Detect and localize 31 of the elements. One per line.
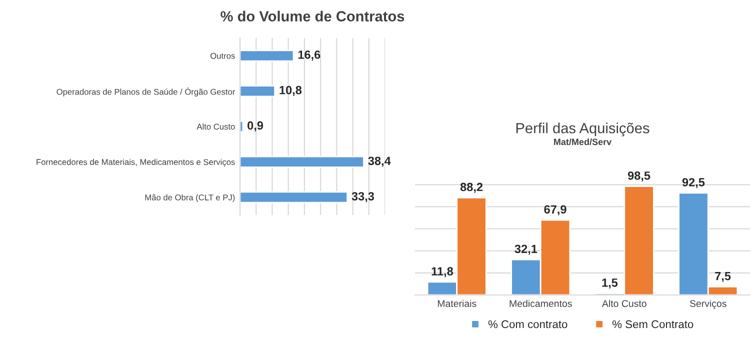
y-tick-label: Alto Custo — [196, 123, 235, 130]
x-tick-label: Alto Custo — [602, 300, 646, 307]
chart-title: Perfil das Aquisições — [516, 122, 650, 136]
data-label: 88,2 — [460, 182, 483, 193]
x-tick-label: Serviços — [690, 300, 726, 309]
y-tick-label: Operadoras de Planos de Saúde / Órgão Gestor — [56, 87, 236, 96]
data-label: 92,5 — [682, 178, 705, 188]
data-label: 16,6 — [298, 50, 320, 61]
bar — [240, 191, 348, 204]
y-tick-label: Mão de Obra (CLT e PJ) — [145, 194, 235, 202]
data-label: 7,5 — [715, 272, 731, 282]
y-tick-label: Fornecedores de Materiais, Medicamentos e Serviços — [36, 158, 235, 167]
bar — [240, 156, 364, 168]
x-tick-label: Materiais — [438, 300, 476, 307]
chart-subtitle: Mat/Med/Serv — [554, 138, 612, 146]
x-tick-label: Medicamentos — [510, 300, 572, 307]
data-label: 38,4 — [368, 156, 391, 167]
chart-title: % do Volume de Contratos — [220, 10, 404, 22]
data-label: 33,3 — [352, 192, 374, 202]
bar — [240, 85, 276, 98]
data-label: 67,9 — [544, 205, 566, 216]
data-label: 98,5 — [628, 171, 650, 182]
bar — [240, 50, 294, 62]
legend-label: % Com contrato — [488, 320, 568, 328]
data-label: 1,5 — [602, 278, 618, 289]
y-tick-label: Outros — [210, 52, 235, 59]
data-label: 11,8 — [432, 267, 454, 278]
data-label: 0,9 — [248, 121, 264, 132]
data-label: 32,1 — [514, 244, 538, 255]
data-label: 10,8 — [280, 86, 302, 96]
legend-label: % Sem Contrato — [612, 320, 694, 328]
